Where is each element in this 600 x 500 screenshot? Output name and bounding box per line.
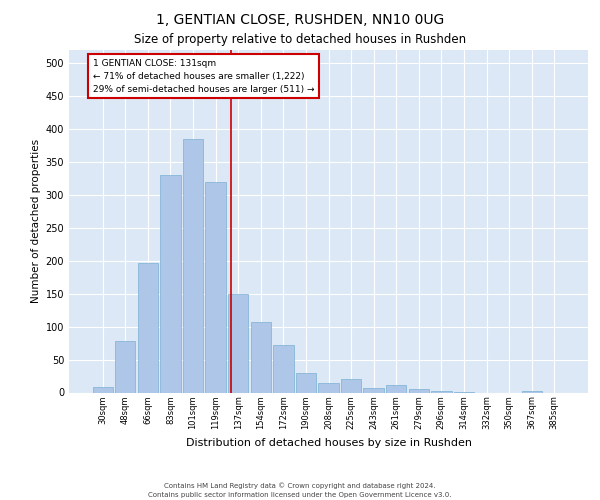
Bar <box>409 389 429 392</box>
Bar <box>251 322 271 392</box>
Y-axis label: Number of detached properties: Number of detached properties <box>31 139 41 304</box>
Bar <box>205 182 226 392</box>
Bar <box>341 380 361 392</box>
Text: 1, GENTIAN CLOSE, RUSHDEN, NN10 0UG: 1, GENTIAN CLOSE, RUSHDEN, NN10 0UG <box>156 12 444 26</box>
X-axis label: Distribution of detached houses by size in Rushden: Distribution of detached houses by size … <box>185 438 472 448</box>
Bar <box>273 345 293 393</box>
Bar <box>228 294 248 392</box>
Bar <box>92 387 113 392</box>
Bar <box>521 391 542 392</box>
Bar <box>431 390 452 392</box>
Text: Size of property relative to detached houses in Rushden: Size of property relative to detached ho… <box>134 32 466 46</box>
Bar <box>115 341 136 392</box>
Text: Contains HM Land Registry data © Crown copyright and database right 2024.
Contai: Contains HM Land Registry data © Crown c… <box>148 482 452 498</box>
Bar <box>319 382 338 392</box>
Bar <box>296 372 316 392</box>
Bar <box>138 262 158 392</box>
Bar <box>364 388 384 392</box>
Bar <box>183 139 203 392</box>
Text: 1 GENTIAN CLOSE: 131sqm
← 71% of detached houses are smaller (1,222)
29% of semi: 1 GENTIAN CLOSE: 131sqm ← 71% of detache… <box>92 58 314 94</box>
Bar <box>386 384 406 392</box>
Bar <box>160 175 181 392</box>
